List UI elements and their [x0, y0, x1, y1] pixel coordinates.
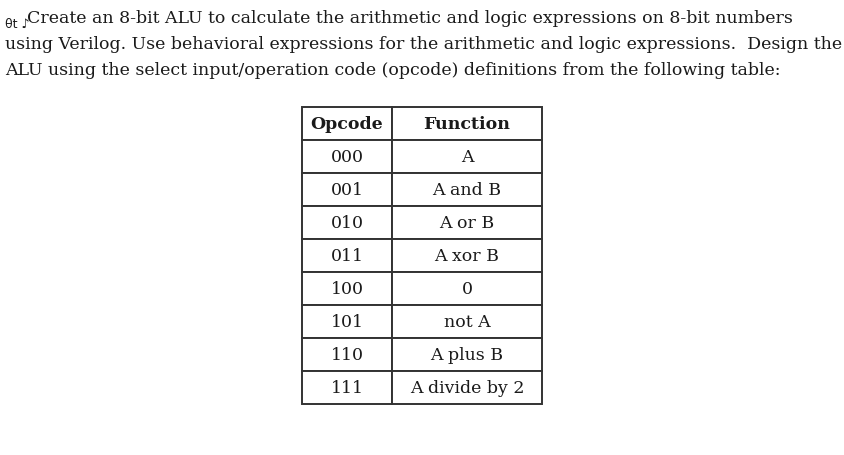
- Bar: [392, 371, 542, 404]
- Bar: [302, 108, 392, 141]
- Text: Function: Function: [424, 116, 511, 133]
- Bar: [392, 108, 542, 141]
- Text: 000: 000: [331, 149, 364, 166]
- Text: not A: not A: [444, 313, 490, 330]
- Bar: [392, 239, 542, 273]
- Bar: [392, 273, 542, 305]
- Bar: [302, 273, 392, 305]
- Text: 101: 101: [331, 313, 364, 330]
- Bar: [302, 207, 392, 239]
- Text: 111: 111: [331, 379, 364, 396]
- Bar: [302, 305, 392, 338]
- Bar: [302, 239, 392, 273]
- Text: 010: 010: [331, 214, 364, 232]
- Bar: [302, 371, 392, 404]
- Text: A plus B: A plus B: [430, 346, 504, 363]
- Bar: [392, 174, 542, 207]
- Text: A: A: [461, 149, 473, 166]
- Bar: [302, 174, 392, 207]
- Text: A xor B: A xor B: [435, 248, 500, 264]
- Bar: [392, 207, 542, 239]
- Text: A and B: A and B: [432, 182, 501, 198]
- Bar: [302, 338, 392, 371]
- Bar: [392, 338, 542, 371]
- Text: θt ♪: θt ♪: [5, 18, 30, 31]
- Bar: [302, 141, 392, 174]
- Text: 100: 100: [331, 280, 364, 298]
- Text: 110: 110: [331, 346, 364, 363]
- Text: 0: 0: [462, 280, 473, 298]
- Text: Create an 8-bit ALU to calculate the arithmetic and logic expressions on 8-bit n: Create an 8-bit ALU to calculate the ari…: [5, 10, 793, 27]
- Bar: [392, 305, 542, 338]
- Text: Opcode: Opcode: [311, 116, 383, 133]
- Text: 011: 011: [331, 248, 364, 264]
- Text: 001: 001: [331, 182, 364, 198]
- Text: using Verilog. Use behavioral expressions for the arithmetic and logic expressio: using Verilog. Use behavioral expression…: [5, 36, 842, 53]
- Text: A or B: A or B: [440, 214, 495, 232]
- Text: ALU using the select input/operation code (opcode) definitions from the followin: ALU using the select input/operation cod…: [5, 62, 781, 79]
- Text: A divide by 2: A divide by 2: [409, 379, 524, 396]
- Bar: [392, 141, 542, 174]
